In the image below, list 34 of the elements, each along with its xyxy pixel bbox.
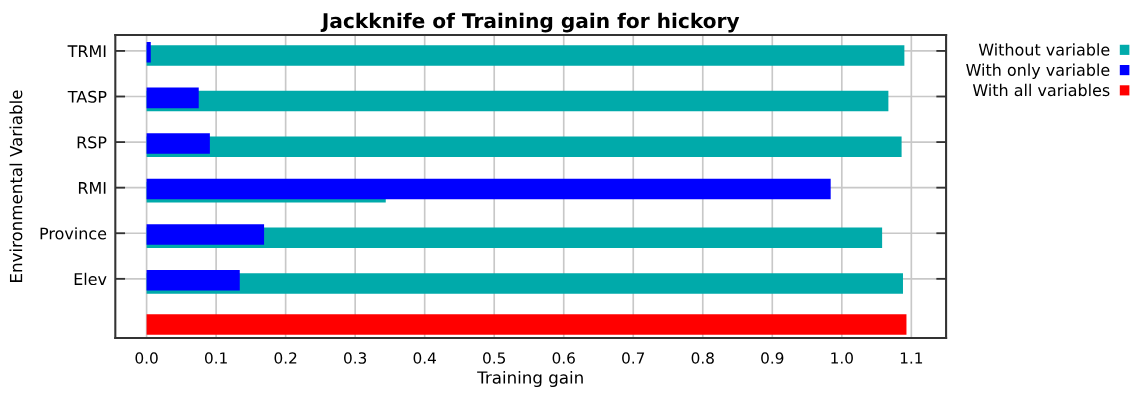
- y-tick-label: RSP: [77, 136, 107, 149]
- bar: [146, 178, 831, 200]
- y-axis-title: Environmental Variable: [9, 90, 23, 282]
- x-tick-label: 0.0: [135, 352, 158, 364]
- x-tick-label: 0.6: [552, 352, 575, 364]
- bar: [146, 314, 907, 335]
- bar: [146, 87, 199, 109]
- y-tick-label: Province: [40, 227, 107, 240]
- y-tick-label: TASP: [67, 90, 107, 103]
- y-tick-label: TRMI: [67, 45, 106, 57]
- legend-label: With all variables: [972, 83, 1110, 97]
- bar: [146, 269, 240, 291]
- x-tick-label: 0.8: [691, 352, 714, 364]
- bar: [146, 90, 889, 112]
- x-tick-label: 1.0: [831, 352, 853, 364]
- legend-label: With only variable: [966, 63, 1110, 80]
- x-tick-label: 0.1: [204, 352, 227, 364]
- x-tick-label: 0.3: [344, 352, 367, 364]
- y-tick-label: RMI: [78, 182, 106, 194]
- bar: [146, 224, 265, 245]
- x-tick-label: 0.7: [622, 352, 645, 364]
- x-tick-label: 0.2: [274, 352, 297, 364]
- bar: [146, 133, 210, 154]
- bar: [146, 45, 905, 66]
- bar: [146, 136, 902, 157]
- x-tick-label: 0.4: [413, 352, 436, 364]
- x-axis-title: Training gain: [477, 370, 583, 388]
- bar: [146, 42, 151, 63]
- x-tick-label: 1.1: [900, 352, 923, 364]
- chart-title: Jackknife of Training gain for hickory: [320, 12, 740, 33]
- legend-label: Without variable: [978, 43, 1110, 56]
- x-tick-label: 0.9: [761, 352, 784, 364]
- y-tick-label: Elev: [74, 272, 107, 286]
- x-tick-label: 0.5: [483, 352, 506, 364]
